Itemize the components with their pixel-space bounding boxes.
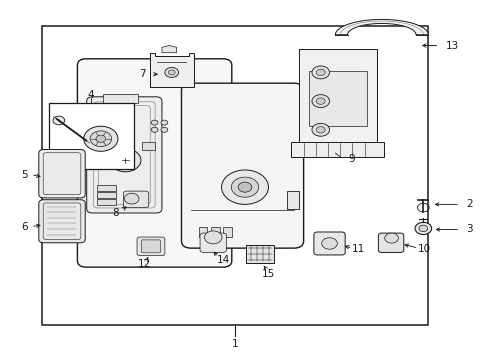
Circle shape	[90, 131, 112, 147]
FancyBboxPatch shape	[77, 59, 232, 267]
Text: 4: 4	[88, 90, 95, 100]
Circle shape	[317, 69, 325, 76]
Circle shape	[151, 127, 158, 132]
Bar	[299, 49, 377, 148]
Text: 10: 10	[418, 244, 431, 254]
Circle shape	[161, 120, 168, 125]
Bar	[42, 26, 428, 325]
Circle shape	[96, 135, 106, 142]
Text: 8: 8	[113, 208, 120, 218]
FancyBboxPatch shape	[142, 240, 160, 253]
Bar	[292, 142, 384, 157]
Text: 12: 12	[138, 259, 151, 269]
Circle shape	[322, 238, 337, 249]
Bar	[309, 71, 367, 126]
Circle shape	[312, 66, 330, 79]
FancyBboxPatch shape	[181, 83, 304, 248]
Circle shape	[204, 231, 222, 244]
Bar	[143, 142, 155, 149]
Text: 7: 7	[139, 69, 146, 79]
FancyBboxPatch shape	[137, 237, 165, 256]
Circle shape	[118, 155, 133, 166]
Bar	[97, 192, 117, 198]
FancyBboxPatch shape	[378, 233, 404, 252]
Text: 9: 9	[348, 154, 355, 164]
Polygon shape	[150, 53, 194, 87]
Circle shape	[124, 193, 139, 204]
FancyBboxPatch shape	[87, 97, 162, 213]
Circle shape	[312, 95, 330, 108]
Bar	[49, 103, 134, 169]
Text: 6: 6	[21, 222, 27, 231]
Circle shape	[161, 127, 168, 132]
Circle shape	[110, 149, 141, 172]
Circle shape	[221, 170, 269, 204]
Text: 15: 15	[262, 269, 275, 279]
Circle shape	[168, 70, 175, 75]
Text: 14: 14	[217, 255, 230, 265]
Bar	[103, 94, 138, 103]
Circle shape	[238, 182, 252, 192]
Text: 13: 13	[446, 41, 460, 50]
Text: 3: 3	[466, 225, 473, 234]
Polygon shape	[162, 45, 176, 53]
Bar	[211, 226, 220, 237]
Circle shape	[231, 177, 259, 197]
Text: 1: 1	[232, 339, 239, 349]
Circle shape	[415, 222, 432, 234]
Circle shape	[151, 120, 158, 125]
Bar	[97, 199, 117, 205]
Polygon shape	[335, 19, 428, 35]
FancyBboxPatch shape	[39, 200, 85, 243]
FancyBboxPatch shape	[39, 149, 85, 198]
FancyBboxPatch shape	[123, 191, 149, 208]
Text: 11: 11	[352, 244, 365, 254]
Text: 2: 2	[466, 199, 473, 210]
Circle shape	[385, 233, 398, 243]
FancyBboxPatch shape	[200, 233, 226, 252]
Circle shape	[53, 116, 65, 125]
Circle shape	[317, 127, 325, 133]
Circle shape	[165, 67, 178, 77]
Bar	[223, 226, 232, 237]
Bar	[198, 226, 207, 237]
Bar	[97, 185, 117, 191]
Circle shape	[84, 126, 118, 151]
Text: 5: 5	[21, 170, 27, 180]
FancyBboxPatch shape	[314, 232, 345, 255]
Bar	[287, 191, 299, 209]
Bar	[246, 244, 274, 263]
Circle shape	[317, 98, 325, 104]
Circle shape	[312, 123, 330, 136]
Circle shape	[419, 225, 428, 231]
